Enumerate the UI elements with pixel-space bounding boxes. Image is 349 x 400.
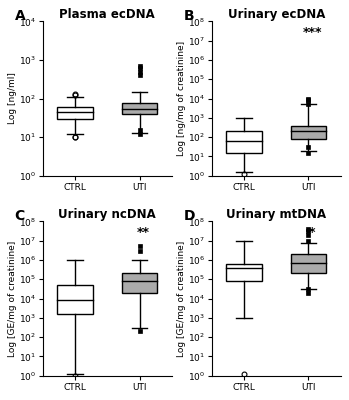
Bar	[291, 254, 326, 274]
Bar	[122, 103, 157, 114]
Y-axis label: Log [GE/mg of creatinine]: Log [GE/mg of creatinine]	[177, 240, 186, 357]
Bar	[122, 274, 157, 293]
Bar	[58, 107, 93, 119]
Bar	[58, 285, 93, 314]
Title: Plasma ecDNA: Plasma ecDNA	[59, 8, 155, 21]
Bar	[227, 264, 262, 281]
Text: D: D	[184, 209, 195, 223]
Y-axis label: Log [ng/mg of creatinine]: Log [ng/mg of creatinine]	[177, 41, 186, 156]
Text: C: C	[15, 209, 25, 223]
Title: Urinary mtDNA: Urinary mtDNA	[226, 208, 326, 221]
Text: **: **	[137, 226, 150, 239]
Text: B: B	[184, 9, 194, 23]
Text: *: *	[309, 226, 315, 239]
Title: Urinary ncDNA: Urinary ncDNA	[58, 208, 156, 221]
Y-axis label: Log [ng/ml]: Log [ng/ml]	[8, 72, 17, 124]
Bar	[291, 126, 326, 139]
Y-axis label: Log [GE/mg of creatinine]: Log [GE/mg of creatinine]	[8, 240, 17, 357]
Title: Urinary ecDNA: Urinary ecDNA	[228, 8, 325, 21]
Text: A: A	[15, 9, 25, 23]
Bar	[227, 131, 262, 153]
Text: ***: ***	[303, 26, 322, 39]
